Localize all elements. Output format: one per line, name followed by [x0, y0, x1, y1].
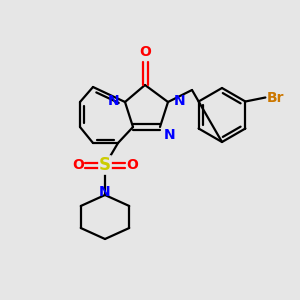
Text: N: N: [174, 94, 186, 108]
Text: N: N: [107, 94, 119, 108]
Text: N: N: [99, 185, 111, 199]
Text: O: O: [72, 158, 84, 172]
Text: S: S: [99, 156, 111, 174]
Text: Br: Br: [266, 91, 284, 104]
Text: N: N: [164, 128, 176, 142]
Text: O: O: [139, 45, 151, 59]
Text: O: O: [126, 158, 138, 172]
